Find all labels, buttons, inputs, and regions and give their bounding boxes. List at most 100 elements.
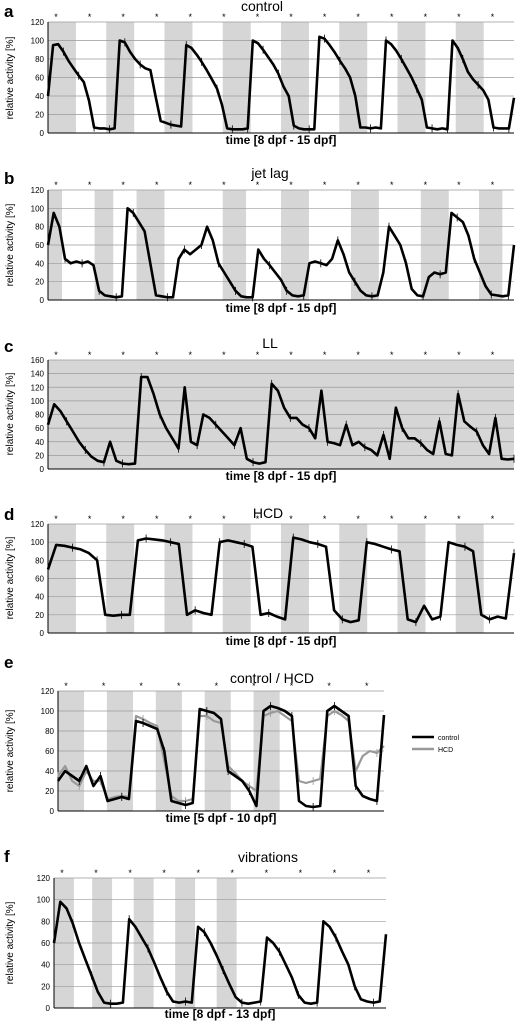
transition-marker: *: [289, 180, 293, 190]
transition-marker: *: [177, 681, 181, 691]
y-tick-label: 60: [41, 939, 50, 948]
transition-marker: *: [189, 514, 193, 524]
x-axis-title: time [8 dpf - 15 dpf]: [226, 133, 337, 147]
transition-marker: *: [457, 350, 461, 360]
y-tick-label: 40: [41, 961, 50, 970]
y-tick-label: 20: [45, 787, 54, 796]
y-tick-label: 100: [31, 538, 45, 547]
y-tick-label: 40: [35, 438, 44, 447]
chart-title: control / HCD: [230, 670, 314, 686]
legend-label: HCD: [438, 747, 453, 754]
transition-marker: *: [155, 180, 159, 190]
transition-marker: *: [367, 868, 371, 878]
y-tick-label: 0: [40, 129, 45, 138]
panel-label: e: [4, 653, 13, 672]
transition-marker: *: [256, 12, 260, 22]
y-tick-label: 40: [45, 767, 54, 776]
transition-marker: *: [390, 350, 394, 360]
y-tick-label: 120: [31, 520, 45, 529]
transition-marker: *: [121, 514, 125, 524]
y-tick-label: 120: [31, 186, 45, 195]
transition-marker: *: [491, 180, 495, 190]
transition-marker: *: [231, 868, 235, 878]
y-axis-title: relative activity [%]: [5, 901, 16, 984]
series-line-activity: [46, 375, 515, 466]
transition-marker: *: [88, 180, 92, 190]
chart-title: control: [241, 0, 283, 14]
y-tick-label: 120: [31, 18, 45, 27]
x-axis-title: time [8 dpf - 15 dpf]: [226, 634, 337, 648]
chart-title: vibrations: [238, 849, 298, 865]
y-tick-label: 60: [45, 747, 54, 756]
transition-marker: *: [265, 868, 269, 878]
transition-marker: *: [491, 514, 495, 524]
legend: control HCD: [412, 735, 459, 754]
transition-marker: *: [457, 180, 461, 190]
y-tick-label: 80: [35, 556, 44, 565]
y-tick-label: 100: [31, 37, 45, 46]
panel-label: f: [4, 847, 10, 866]
transition-marker: *: [88, 514, 92, 524]
y-tick-label: 60: [35, 575, 44, 584]
y-tick-label: 80: [35, 411, 44, 420]
transition-marker: *: [356, 180, 360, 190]
transition-marker: *: [491, 12, 495, 22]
transition-marker: *: [88, 12, 92, 22]
y-tick-label: 0: [50, 807, 55, 816]
transition-marker: *: [196, 868, 200, 878]
transition-marker: *: [299, 868, 303, 878]
transition-marker: *: [457, 514, 461, 524]
y-axis-title: relative activity [%]: [5, 203, 16, 286]
transition-marker: *: [189, 180, 193, 190]
transition-marker: *: [222, 350, 226, 360]
transition-marker: *: [356, 350, 360, 360]
transition-marker: *: [222, 514, 226, 524]
y-tick-label: 0: [46, 1004, 51, 1013]
transition-marker: *: [121, 180, 125, 190]
y-axis-title: relative activity [%]: [5, 709, 16, 792]
y-tick-label: 20: [35, 451, 44, 460]
transition-marker: *: [215, 681, 219, 691]
transition-marker: *: [289, 514, 293, 524]
legend-label: control: [438, 735, 459, 742]
transition-marker: *: [88, 350, 92, 360]
y-axis-title: relative activity [%]: [5, 536, 16, 619]
transition-marker: *: [102, 681, 106, 691]
y-tick-label: 20: [41, 982, 50, 991]
transition-marker: *: [155, 12, 159, 22]
transition-marker: *: [323, 514, 327, 524]
chart-title: LL: [262, 335, 278, 351]
x-axis-title: time [5 dpf - 10 dpf]: [166, 811, 277, 825]
series-line-activity: [46, 207, 516, 299]
transition-marker: *: [252, 681, 256, 691]
transition-marker: *: [222, 180, 226, 190]
transition-marker: *: [323, 350, 327, 360]
transition-marker: *: [424, 180, 428, 190]
transition-marker: *: [390, 514, 394, 524]
y-tick-label: 80: [35, 55, 44, 64]
chart-title: jet lag: [250, 165, 288, 181]
transition-marker: *: [155, 350, 159, 360]
transition-marker: *: [323, 12, 327, 22]
chart-panel-e: e control / HCD 0 20 40 60 80 100 120 * * * * * * * * * ti…: [4, 653, 459, 825]
transition-marker: *: [54, 514, 58, 524]
y-tick-label: 80: [35, 223, 44, 232]
transition-marker: *: [424, 514, 428, 524]
x-axis-title: time [8 dpf - 15 dpf]: [226, 469, 337, 483]
chart-panel-a: a control 0 20 40 60 80 100 120 * * * * * * * * * * * * * * tim…: [4, 0, 516, 147]
y-tick-label: 140: [31, 370, 45, 379]
chart-panel-b: b jet lag 0 20 40 60 80 100 120 * * * * * * * * * * * * * * tim…: [4, 165, 516, 315]
y-tick-label: 100: [37, 896, 51, 905]
y-tick-label: 100: [41, 707, 55, 716]
chart-panel-d: d HCD 0 20 40 60 80 100 120 * * * * * * * * * * * * * * time [8…: [4, 505, 516, 648]
y-axis-title: relative activity [%]: [5, 372, 16, 455]
y-tick-label: 120: [31, 383, 45, 392]
transition-marker: *: [390, 180, 394, 190]
series-line-activity: [52, 900, 388, 1006]
transition-marker: *: [256, 514, 260, 524]
panel-label: a: [4, 2, 14, 21]
y-axis-title: relative activity [%]: [5, 36, 16, 119]
transition-marker: *: [94, 868, 98, 878]
y-tick-label: 0: [40, 296, 45, 305]
